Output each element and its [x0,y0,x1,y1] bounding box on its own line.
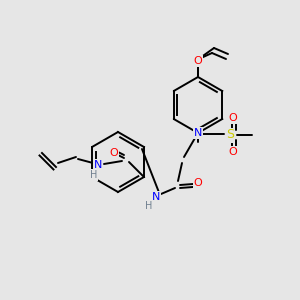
Text: S: S [226,128,234,142]
Text: N: N [194,128,202,138]
Text: H: H [90,170,98,180]
Text: N: N [94,160,102,170]
Text: O: O [194,56,202,66]
Text: O: O [194,56,202,66]
Text: N: N [152,192,160,202]
Text: O: O [110,148,118,158]
Text: O: O [229,147,237,157]
Text: O: O [229,113,237,123]
Text: H: H [145,201,153,211]
Text: O: O [194,178,202,188]
